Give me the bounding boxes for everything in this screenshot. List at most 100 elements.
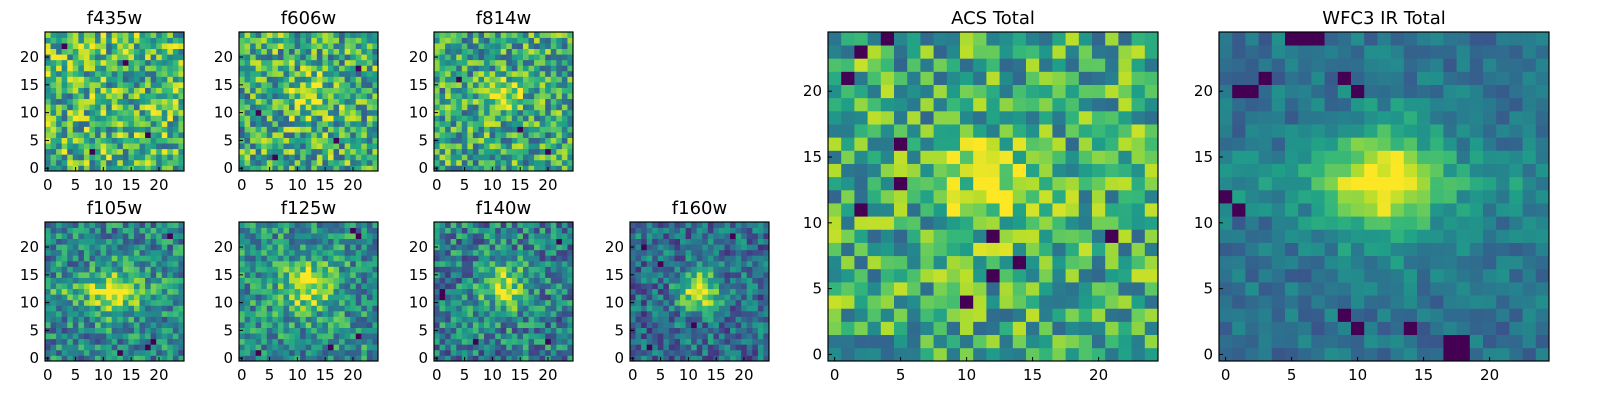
heatmap-cell — [1144, 203, 1159, 217]
heatmap-cell — [289, 98, 295, 105]
heatmap-cell — [139, 338, 146, 345]
heatmap-cell — [250, 48, 257, 55]
heatmap-cell — [372, 165, 379, 172]
heatmap-cell — [311, 272, 318, 278]
heatmap-cell — [128, 283, 135, 290]
heatmap-cell — [178, 305, 185, 312]
heatmap-cell — [450, 98, 457, 105]
heatmap-cell — [668, 277, 675, 284]
heatmap-cell — [72, 126, 79, 133]
heatmap-cell — [45, 76, 51, 83]
heatmap-cell — [973, 189, 987, 204]
heatmap-cell — [685, 260, 692, 267]
heatmap-cell — [272, 355, 279, 362]
heatmap-cell — [178, 272, 185, 278]
heatmap-cell — [907, 282, 921, 296]
heatmap-cell — [495, 137, 502, 144]
heatmap-cell — [828, 321, 842, 336]
heatmap-cell — [635, 344, 642, 351]
heatmap-cell — [478, 299, 485, 306]
heatmap-cell — [724, 322, 731, 328]
heatmap-cell — [500, 148, 507, 155]
heatmap-cell — [718, 316, 725, 323]
heatmap-cell — [277, 143, 284, 150]
heatmap-cell — [545, 98, 552, 105]
heatmap-cell — [663, 355, 670, 362]
heatmap-cell — [467, 148, 474, 155]
heatmap-cell — [344, 82, 351, 88]
heatmap-cell — [327, 355, 334, 362]
heatmap-cell — [78, 159, 85, 166]
heatmap-cell — [72, 70, 79, 77]
heatmap-cell — [472, 159, 479, 166]
heatmap-cell — [685, 316, 692, 323]
heatmap-cell — [746, 266, 753, 273]
heatmap-cell — [122, 266, 129, 273]
heatmap-cell — [854, 176, 868, 191]
heatmap-cell — [467, 338, 474, 345]
heatmap-cell — [83, 310, 90, 317]
heatmap-cell — [283, 277, 290, 284]
heatmap-cell — [250, 244, 257, 251]
heatmap-cell — [500, 126, 507, 133]
heatmap-cell — [641, 277, 648, 284]
heatmap-cell — [467, 266, 474, 273]
heatmap-cell — [145, 87, 151, 94]
heatmap-cell — [461, 277, 468, 284]
heatmap-cell — [735, 222, 742, 228]
heatmap-cell — [61, 165, 68, 172]
heatmap-cell — [657, 310, 664, 317]
heatmap-cell — [89, 126, 96, 133]
heatmap-cell — [350, 120, 357, 127]
heatmap-cell — [150, 104, 157, 111]
heatmap-cell — [100, 148, 107, 155]
heatmap-cell — [702, 355, 709, 362]
heatmap-cell — [500, 255, 507, 262]
heatmap-cell — [250, 255, 257, 262]
heatmap-cell — [305, 165, 312, 172]
heatmap-cell — [500, 82, 507, 88]
heatmap-cell — [539, 132, 546, 138]
heatmap-cell — [339, 32, 345, 38]
heatmap-cell — [511, 299, 518, 306]
heatmap-cell — [757, 227, 764, 234]
heatmap-cell — [255, 244, 262, 251]
heatmap-cell — [506, 154, 513, 161]
heatmap-cell — [746, 233, 753, 240]
heatmap-cell — [517, 305, 524, 312]
heatmap-cell — [1118, 321, 1132, 336]
heatmap-cell — [333, 37, 340, 44]
heatmap-cell — [355, 87, 362, 94]
heatmap-cell — [128, 233, 135, 240]
panel-title: f160w — [672, 198, 727, 219]
heatmap-cell — [344, 59, 351, 66]
heatmap-cell — [907, 189, 921, 204]
heatmap-cell — [986, 242, 1000, 257]
heatmap-cell — [327, 266, 334, 273]
heatmap-cell — [45, 288, 51, 295]
heatmap-cell — [261, 54, 268, 61]
heatmap-cell — [277, 37, 284, 44]
heatmap-cell — [111, 283, 118, 290]
heatmap-cell — [95, 43, 101, 50]
heatmap-cell — [289, 344, 295, 351]
heatmap-cell — [266, 255, 273, 262]
heatmap-cell — [506, 159, 513, 166]
heatmap-cell — [122, 277, 129, 284]
heatmap-cell — [95, 59, 101, 66]
heatmap-cell — [372, 255, 379, 262]
heatmap-cell — [539, 222, 546, 228]
x-tick-label: 15 — [707, 366, 726, 384]
heatmap-cell — [172, 98, 179, 105]
heatmap-cell — [696, 227, 703, 234]
heatmap-cell — [511, 305, 518, 312]
heatmap-cell — [50, 165, 57, 172]
heatmap-cell — [1052, 124, 1066, 138]
heatmap-cell — [255, 333, 262, 340]
heatmap-cell — [372, 299, 379, 306]
heatmap-cell — [294, 109, 301, 116]
heatmap-cell — [350, 154, 357, 161]
heatmap-cell — [752, 255, 759, 262]
heatmap-cell — [156, 159, 163, 166]
heatmap-cell — [652, 299, 659, 306]
